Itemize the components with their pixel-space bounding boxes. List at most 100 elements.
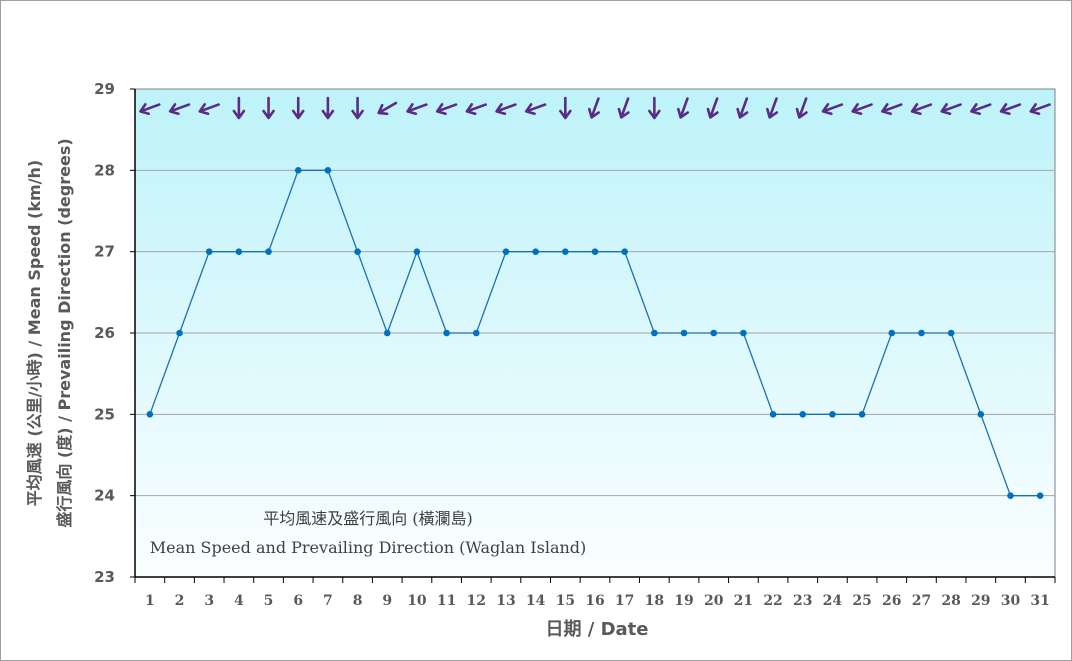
direction-arrow-icon xyxy=(321,96,335,120)
data-point xyxy=(383,329,391,337)
direction-arrow-icon xyxy=(351,96,364,120)
data-point xyxy=(472,329,480,337)
direction-arrows xyxy=(139,96,1051,120)
x-tick-label: 25 xyxy=(852,593,871,609)
x-tick-label: 21 xyxy=(734,593,753,609)
x-tick-label: 19 xyxy=(674,593,693,609)
y-tick-label: 27 xyxy=(94,243,115,261)
direction-arrow-icon xyxy=(435,103,458,116)
chart-subtitle: Mean Speed and Prevailing Direction (Wag… xyxy=(150,538,587,557)
data-point xyxy=(651,329,658,337)
direction-arrow-icon xyxy=(465,103,487,116)
direction-arrow-icon xyxy=(559,96,572,120)
direction-arrow-icon xyxy=(970,103,992,116)
data-point xyxy=(769,411,777,418)
x-tick-label: 5 xyxy=(264,593,274,609)
direction-arrow-icon xyxy=(766,97,779,119)
data-point xyxy=(146,411,154,418)
x-tick-label: 22 xyxy=(763,593,782,609)
direction-arrow-icon xyxy=(999,103,1022,116)
direction-arrow-icon xyxy=(940,103,962,116)
direction-arrow-icon xyxy=(795,97,808,119)
data-point xyxy=(562,248,569,255)
x-tick-label: 1 xyxy=(145,593,155,609)
x-tick-label: 9 xyxy=(382,593,392,609)
y-tick-label: 26 xyxy=(94,324,115,342)
direction-arrow-icon xyxy=(617,97,630,119)
data-point xyxy=(888,329,896,337)
data-point xyxy=(621,248,628,255)
data-point xyxy=(799,411,807,418)
direction-arrow-icon xyxy=(139,103,161,116)
data-point xyxy=(532,248,539,255)
y-axis-label-speed: 平均風速 (公里/小時) / Mean Speed (km/h) xyxy=(25,160,44,506)
data-point xyxy=(710,329,718,337)
x-tick-label: 31 xyxy=(1030,593,1049,609)
y-tick-label: 25 xyxy=(94,405,115,423)
x-tick-label: 29 xyxy=(971,593,990,609)
x-tick-label: 8 xyxy=(353,593,363,609)
data-point xyxy=(443,329,450,337)
y-tick-label: 23 xyxy=(94,568,115,586)
direction-arrow-icon xyxy=(706,97,719,119)
data-point xyxy=(354,248,361,255)
data-point xyxy=(1007,492,1014,499)
data-point xyxy=(324,167,332,174)
direction-arrow-icon xyxy=(851,103,873,116)
direction-arrow-icon xyxy=(495,103,517,116)
y-tick-label: 29 xyxy=(94,80,115,98)
data-point xyxy=(740,329,747,337)
x-tick-label: 13 xyxy=(496,593,515,609)
direction-arrow-icon xyxy=(1029,103,1051,116)
x-tick-label: 26 xyxy=(882,593,901,609)
direction-arrow-icon xyxy=(524,103,547,116)
direction-arrow-icon xyxy=(910,103,933,116)
x-tick-label: 2 xyxy=(175,593,185,609)
data-point xyxy=(294,167,302,174)
x-tick-label: 30 xyxy=(1001,593,1021,609)
direction-arrow-icon xyxy=(377,101,398,116)
x-tick-label: 11 xyxy=(437,593,456,609)
x-tick-label: 15 xyxy=(556,593,575,609)
data-point xyxy=(205,248,213,255)
data-point xyxy=(858,411,866,418)
direction-arrow-icon xyxy=(198,103,220,116)
x-tick-label: 10 xyxy=(407,593,427,609)
data-point xyxy=(947,329,955,337)
x-axis-label: 日期 / Date xyxy=(545,619,648,640)
data-point xyxy=(829,411,836,418)
x-tick-label: 16 xyxy=(585,593,604,609)
y-tick-label: 24 xyxy=(94,487,115,505)
y-axis-label-direction: 盛行風向 (度) / Prevailing Direction (degrees… xyxy=(55,138,74,527)
direction-arrow-icon xyxy=(232,96,246,120)
y-axis-ticks: 23 24 25 26 27 28 29 xyxy=(94,80,115,586)
x-tick-label: 20 xyxy=(704,593,724,609)
data-point xyxy=(413,248,421,255)
direction-arrow-icon xyxy=(262,96,275,120)
x-tick-label: 6 xyxy=(293,593,303,609)
x-axis-ticks: 1 2 3 4 5 6 7 8 9 10 11 12 13 14 15 16 17 18 19 20 21 22 23 24 2… xyxy=(145,593,1050,609)
data-point xyxy=(235,248,243,255)
x-tick-label: 18 xyxy=(645,593,664,609)
direction-arrow-icon xyxy=(881,103,903,116)
x-tick-label: 17 xyxy=(615,593,634,609)
data-point xyxy=(265,248,272,255)
data-point xyxy=(977,411,985,418)
data-point xyxy=(176,329,183,337)
gridlines xyxy=(135,169,1055,497)
direction-arrow-icon xyxy=(291,96,305,120)
axes xyxy=(130,88,1056,583)
chart-title: 平均風速及盛行風向 (橫瀾島) xyxy=(263,509,473,528)
direction-arrow-icon xyxy=(587,97,600,119)
x-tick-label: 12 xyxy=(467,593,486,609)
direction-arrow-icon xyxy=(736,97,749,119)
x-tick-label: 28 xyxy=(941,593,960,609)
speed-series xyxy=(146,167,1044,499)
direction-arrow-icon xyxy=(648,96,661,120)
direction-arrow-icon xyxy=(677,97,690,119)
direction-arrow-icon xyxy=(168,103,191,116)
data-point xyxy=(591,248,599,255)
x-tick-label: 3 xyxy=(204,593,214,609)
direction-arrow-icon xyxy=(406,103,428,116)
